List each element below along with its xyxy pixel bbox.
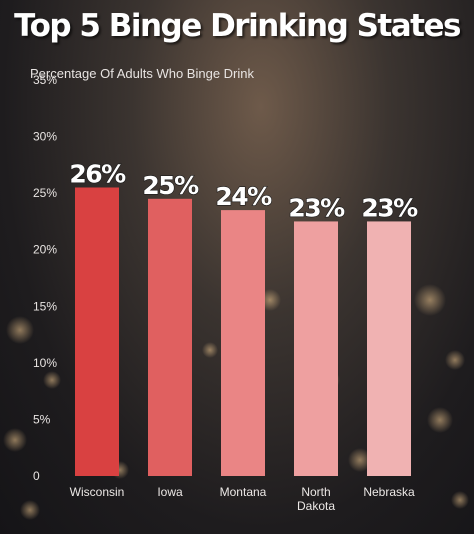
y-tick-label: 35% [33,73,57,87]
y-tick-label: 5% [33,412,51,426]
category-label: Nebraska [363,485,415,499]
data-labels: 26% 25% 24% 23% 23% [69,159,420,223]
y-tick-label: 0 [33,469,40,483]
chart-subtitle: Percentage Of Adults Who Binge Drink [30,66,255,81]
bar [367,221,411,476]
data-label: 26% [69,159,126,188]
category-label: North Dakota [297,485,335,513]
data-label: 23% [361,193,418,222]
y-tick-label: 30% [33,130,57,144]
bars [75,187,411,477]
y-axis-ticks: 0 5% 10% 15% 20% 25% 30% 35% [33,73,57,483]
category-label: Iowa [157,485,183,499]
y-tick-label: 20% [33,243,57,257]
bar [221,210,265,476]
bar [294,221,338,476]
chart-title: Top 5 Binge Drinking States [14,8,461,44]
category-label: Wisconsin [70,485,125,499]
y-tick-label: 10% [33,356,57,370]
bar [148,198,192,477]
y-tick-label: 25% [33,186,57,200]
data-label: 25% [142,171,199,200]
category-labels: Wisconsin Iowa Montana North Dakota Nebraska [70,485,415,513]
data-label: 23% [288,193,345,222]
category-label: Montana [220,485,267,499]
data-label: 24% [215,182,272,211]
bar [75,187,119,476]
y-tick-label: 15% [33,299,57,313]
